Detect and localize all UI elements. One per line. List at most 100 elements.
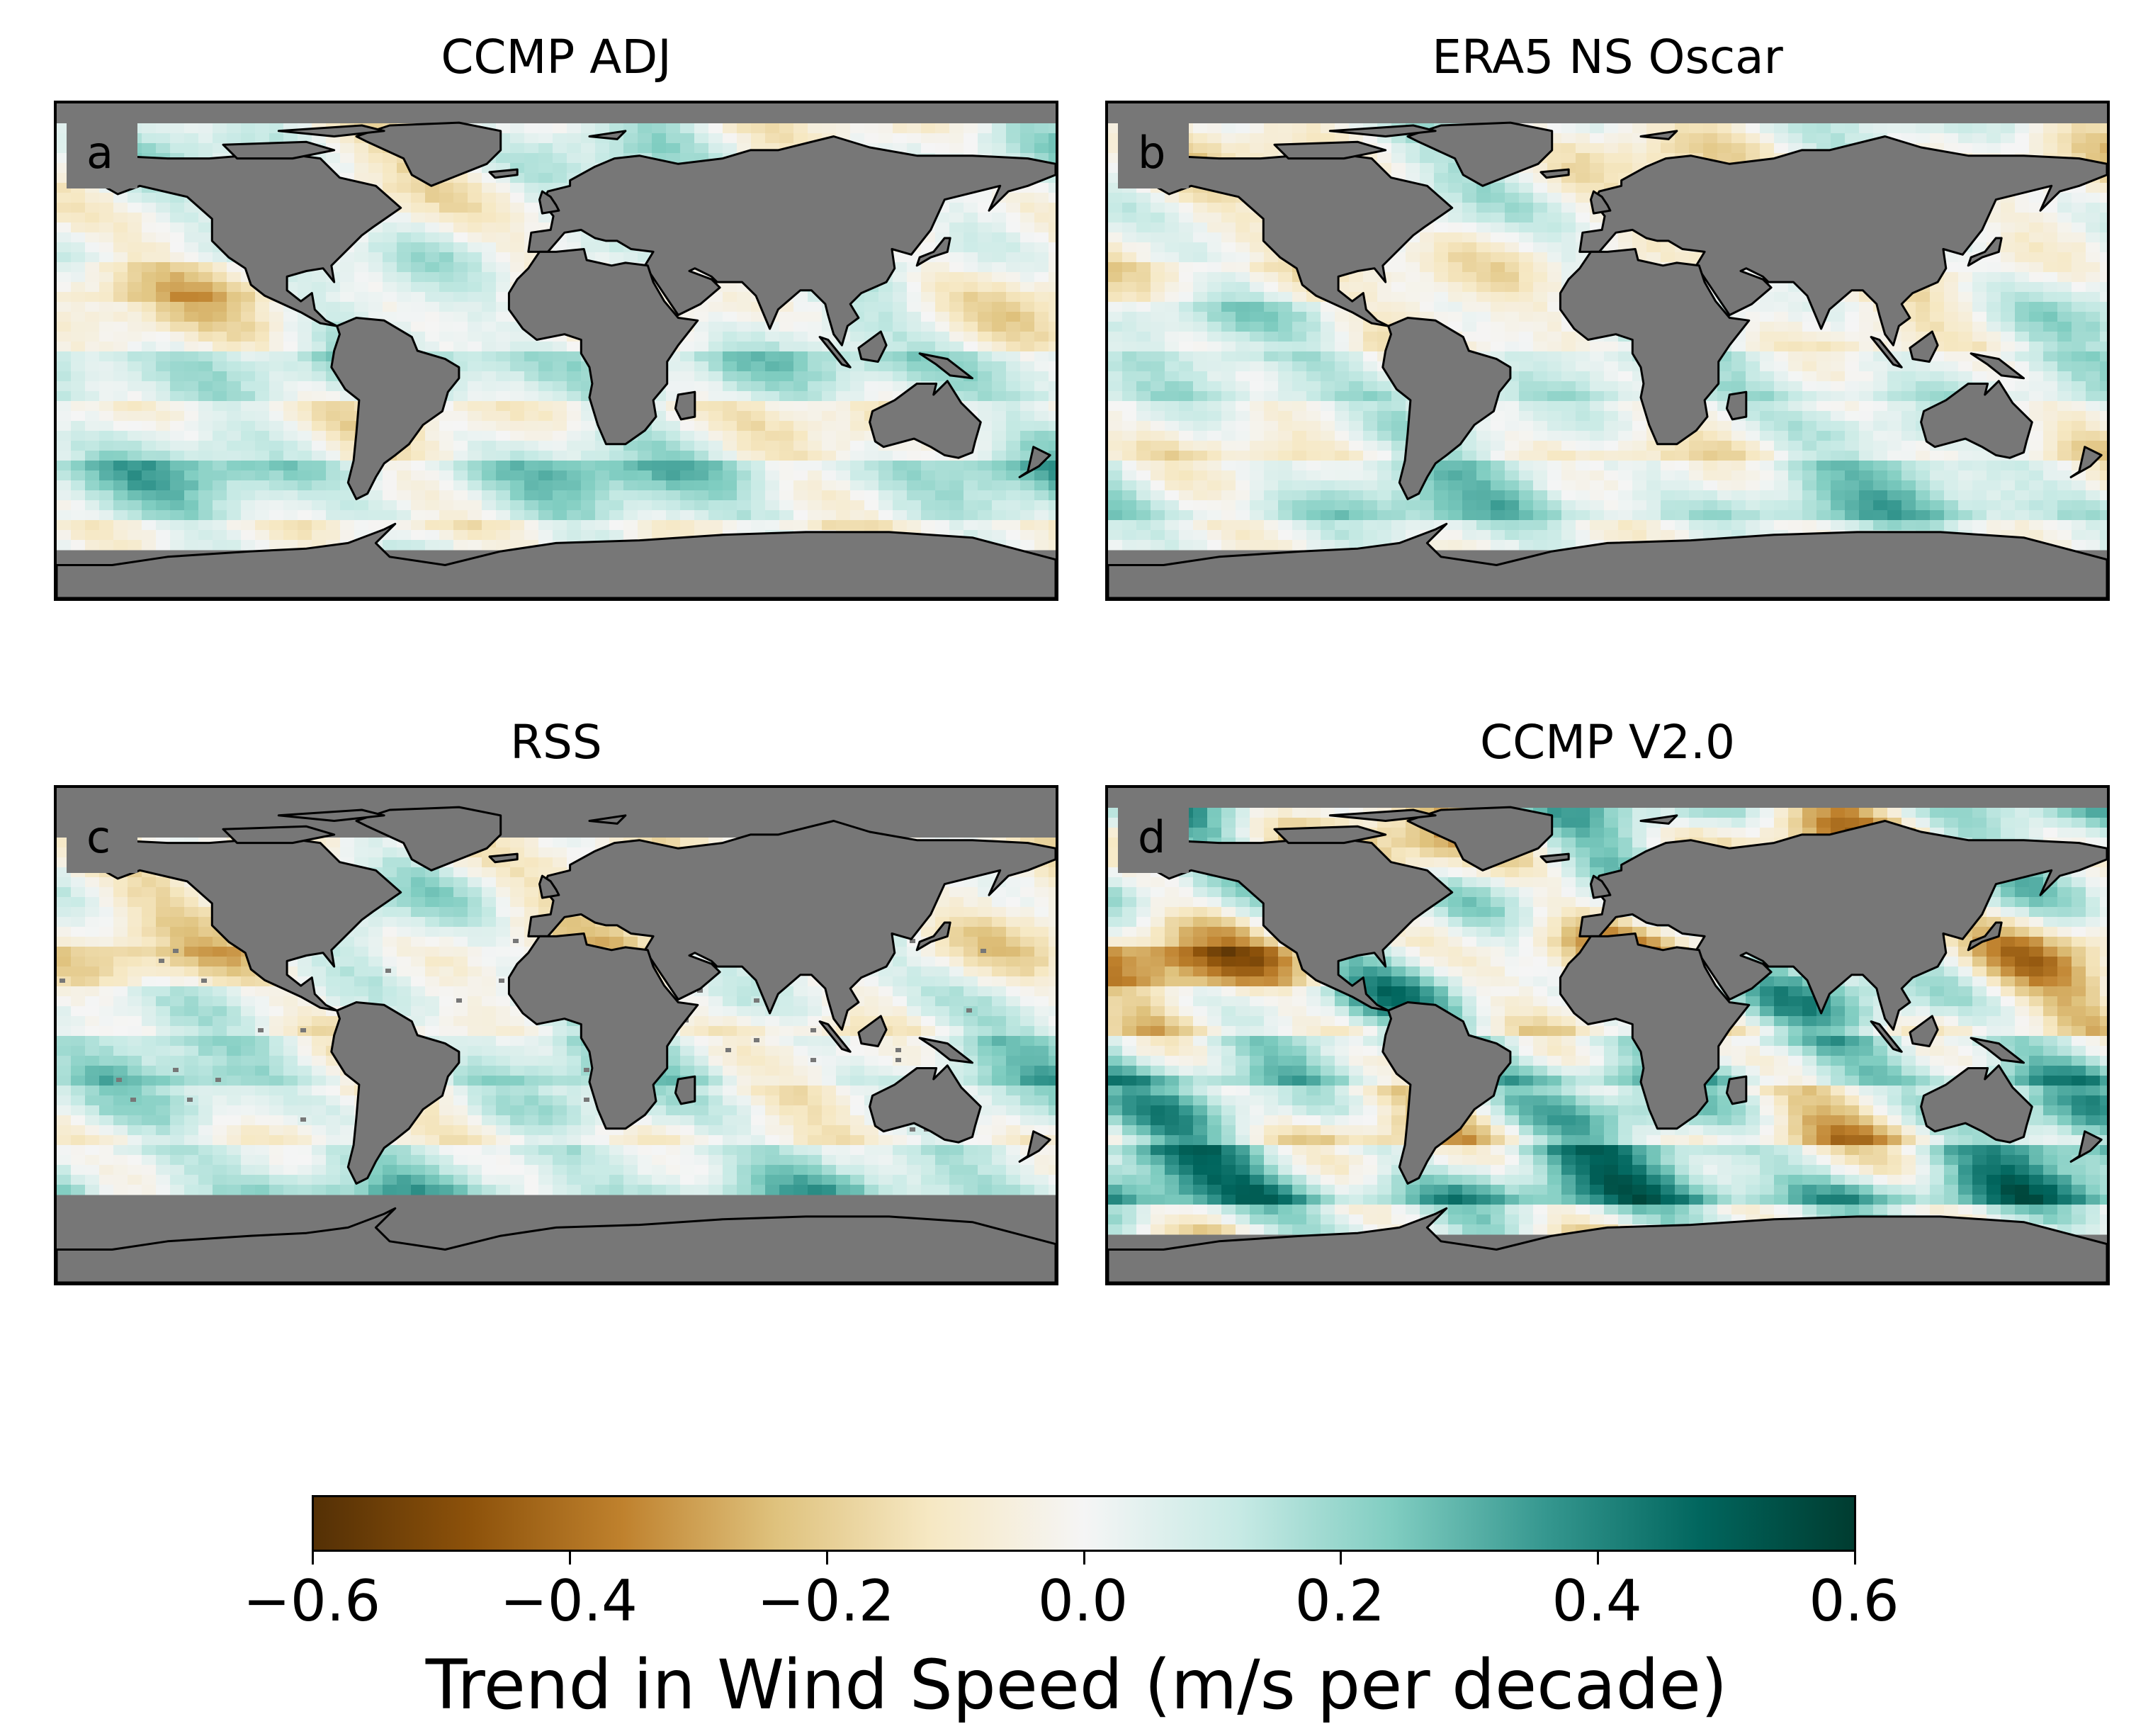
land-eurasia	[1578, 820, 2107, 1031]
land-iceland	[1539, 852, 1570, 864]
land-uk	[538, 874, 560, 899]
land-africa	[1559, 932, 1751, 1130]
land-eurasia	[1578, 135, 2107, 346]
land-northAmerica	[1140, 152, 1454, 327]
land-antarctica	[57, 522, 1056, 598]
land-greenland	[355, 121, 502, 187]
panel-letter-d: d	[1118, 802, 1189, 873]
land-svalbard	[588, 814, 627, 825]
colorbar-tick-label: −0.2	[757, 1568, 895, 1634]
land-svalbard	[588, 130, 627, 140]
land-arctic2	[1328, 808, 1437, 822]
land-greenland	[1406, 121, 1554, 187]
colorbar-tick	[1854, 1552, 1856, 1565]
land-svalbard	[1639, 814, 1678, 825]
land-arctic1	[222, 825, 336, 845]
land-uk	[1590, 190, 1612, 215]
land-borneo	[857, 330, 888, 363]
land-southAmerica	[330, 1001, 460, 1185]
map-panel-c: c	[54, 785, 1058, 1285]
map-c-svg	[57, 806, 1056, 1283]
land-japan	[915, 921, 951, 952]
colorbar-tick-label: 0.2	[1294, 1568, 1385, 1634]
colorbar	[312, 1495, 1856, 1552]
land-nz	[1018, 446, 1051, 478]
land-antarctica	[1108, 522, 2107, 598]
panel-title-a: CCMP ADJ	[441, 30, 672, 84]
land-iceland	[488, 168, 519, 179]
colorbar-tick	[312, 1552, 314, 1565]
land-uk	[1590, 874, 1612, 899]
land-iceland	[488, 852, 519, 864]
land-madagascar	[674, 390, 696, 421]
land-arctic1	[222, 140, 336, 160]
panel-letter-b: b	[1118, 118, 1189, 188]
land-southAmerica	[1381, 1001, 1512, 1185]
colorbar-tick-label: −0.6	[242, 1568, 381, 1634]
land-greenland	[1406, 806, 1554, 872]
land-sumatra	[1870, 1020, 1903, 1053]
land-newGuinea	[1970, 352, 2025, 380]
land-africa	[507, 248, 699, 446]
colorbar-tick	[825, 1552, 828, 1565]
colorbar-tick	[568, 1552, 571, 1565]
land-sumatra	[1870, 336, 1903, 368]
land-borneo	[1909, 330, 1939, 363]
panel-letter-a: a	[67, 118, 137, 188]
colorbar-label: Trend in Wind Speed (m/s per decade)	[425, 1645, 1728, 1725]
land-svalbard	[1639, 130, 1678, 140]
colorbar-tick-label: 0.4	[1552, 1568, 1642, 1634]
land-africa	[1559, 248, 1751, 446]
land-madagascar	[674, 1075, 696, 1105]
land-sumatra	[818, 336, 852, 368]
land-southAmerica	[1381, 317, 1512, 500]
land-newGuinea	[1970, 1037, 2025, 1064]
land-arctic1	[1273, 140, 1387, 160]
land-australia	[869, 1064, 982, 1144]
colorbar-tick-label: 0.0	[1037, 1568, 1129, 1634]
colorbar-tick-label: −0.4	[499, 1568, 638, 1634]
colorbar-tick	[1083, 1552, 1085, 1565]
land-northAmerica	[89, 152, 402, 327]
land-nz	[2069, 1130, 2103, 1163]
map-panel-d: d	[1105, 785, 2110, 1285]
panel-title-d: CCMP V2.0	[1479, 715, 1735, 770]
land-japan	[1967, 921, 2003, 952]
land-arctic1	[1273, 825, 1387, 845]
land-eurasia	[527, 820, 1056, 1031]
land-arctic2	[277, 808, 385, 822]
map-panel-a: a	[54, 101, 1058, 601]
panel-letter-c: c	[67, 802, 137, 873]
land-greenland	[355, 806, 502, 872]
land-arctic2	[1328, 124, 1437, 137]
land-africa	[507, 932, 699, 1130]
land-madagascar	[1725, 1075, 1748, 1105]
land-iceland	[1539, 168, 1570, 179]
land-madagascar	[1725, 390, 1748, 421]
colorbar-tick	[1340, 1552, 1343, 1565]
map-d-svg	[1108, 806, 2107, 1283]
colorbar-tick-label: 0.6	[1809, 1568, 1899, 1634]
land-antarctica	[1108, 1207, 2107, 1283]
land-antarctica	[57, 1207, 1056, 1283]
land-northAmerica	[89, 836, 402, 1012]
land-southAmerica	[330, 317, 460, 500]
land-northAmerica	[1140, 836, 1454, 1012]
land-nz	[1018, 1130, 1051, 1163]
land-sumatra	[818, 1020, 852, 1053]
land-japan	[915, 237, 951, 267]
map-b-svg	[1108, 121, 2107, 598]
map-a-svg	[57, 121, 1056, 598]
colorbar-tick	[1597, 1552, 1600, 1565]
land-eurasia	[527, 135, 1056, 346]
land-japan	[1967, 237, 2003, 267]
land-australia	[1920, 1064, 2033, 1144]
land-australia	[1920, 380, 2033, 459]
map-panel-b: b	[1105, 101, 2110, 601]
land-nz	[2069, 446, 2103, 478]
land-borneo	[1909, 1015, 1939, 1047]
land-newGuinea	[918, 1037, 973, 1064]
land-uk	[538, 190, 560, 215]
panel-title-b: ERA5 NS Oscar	[1432, 30, 1783, 84]
panel-title-c: RSS	[510, 715, 602, 770]
